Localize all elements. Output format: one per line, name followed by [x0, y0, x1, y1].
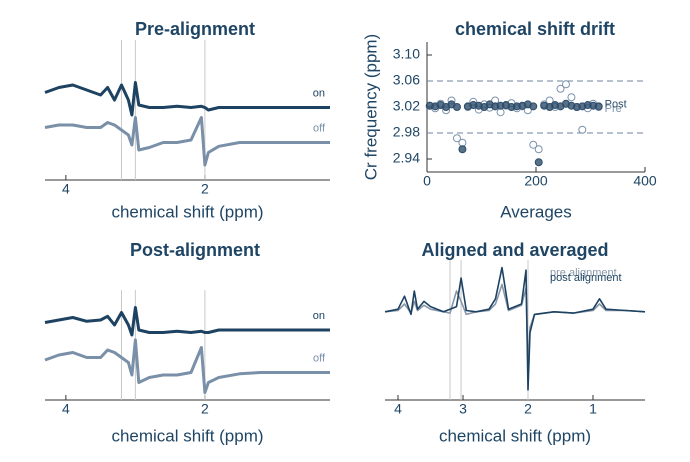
- series-label: Pre: [605, 103, 622, 115]
- chart-title: Post-alignment: [130, 240, 260, 260]
- spectrum-line: [44, 306, 330, 337]
- x-tick-label: 1: [589, 401, 597, 417]
- x-axis-label: chemical shift (ppm): [111, 202, 263, 221]
- chart-title: Aligned and averaged: [421, 240, 608, 260]
- y-tick-label: 3.02: [393, 98, 420, 114]
- series-label: on: [313, 87, 325, 99]
- chart-title: Pre-alignment: [135, 19, 255, 39]
- data-point: [452, 103, 461, 111]
- data-point: [496, 108, 505, 117]
- spectrum-line: [44, 116, 330, 167]
- y-tick-label: 2.98: [393, 124, 420, 140]
- x-axis-label: Averages: [500, 202, 572, 221]
- series-label: pre alignment: [550, 267, 617, 279]
- data-point: [529, 102, 538, 111]
- data-point: [594, 102, 603, 111]
- data-point: [458, 145, 467, 154]
- spectrum-line: [384, 283, 646, 370]
- x-tick-label: 2: [524, 401, 532, 417]
- data-point: [458, 138, 467, 147]
- y-tick-label: 3.06: [393, 72, 420, 88]
- x-tick-label: 400: [633, 173, 657, 189]
- series-label: Post: [605, 98, 627, 110]
- series-label: on: [313, 310, 325, 322]
- x-axis-label: chemical shift (ppm): [439, 426, 591, 445]
- spectrum-line: [44, 338, 330, 394]
- x-tick-label: 2: [201, 401, 209, 417]
- data-point: [578, 125, 587, 134]
- data-point: [567, 93, 576, 102]
- x-tick-label: 3: [459, 401, 467, 417]
- y-tick-label: 3.10: [393, 46, 420, 62]
- data-point: [556, 84, 565, 93]
- x-tick-label: 4: [62, 181, 70, 197]
- y-axis-label: Cr frequency (ppm): [361, 34, 380, 180]
- series-label: post alignment: [550, 272, 622, 284]
- spectrum-line: [44, 81, 330, 117]
- x-tick-label: 2: [201, 181, 209, 197]
- x-tick-label: 200: [524, 173, 548, 189]
- chart-title: chemical shift drift: [455, 19, 615, 39]
- data-point: [529, 140, 538, 149]
- x-tick-label: 4: [394, 401, 402, 417]
- data-point: [561, 80, 570, 89]
- y-tick-label: 2.94: [393, 150, 420, 166]
- x-tick-label: 4: [62, 401, 70, 417]
- data-point: [534, 145, 543, 154]
- spectrum-line: [384, 266, 646, 391]
- series-label: off: [313, 122, 326, 134]
- series-label: off: [313, 352, 326, 364]
- x-tick-label: 0: [423, 173, 431, 189]
- data-point: [534, 158, 543, 167]
- x-axis-label: chemical shift (ppm): [111, 426, 263, 445]
- data-point: [452, 134, 461, 143]
